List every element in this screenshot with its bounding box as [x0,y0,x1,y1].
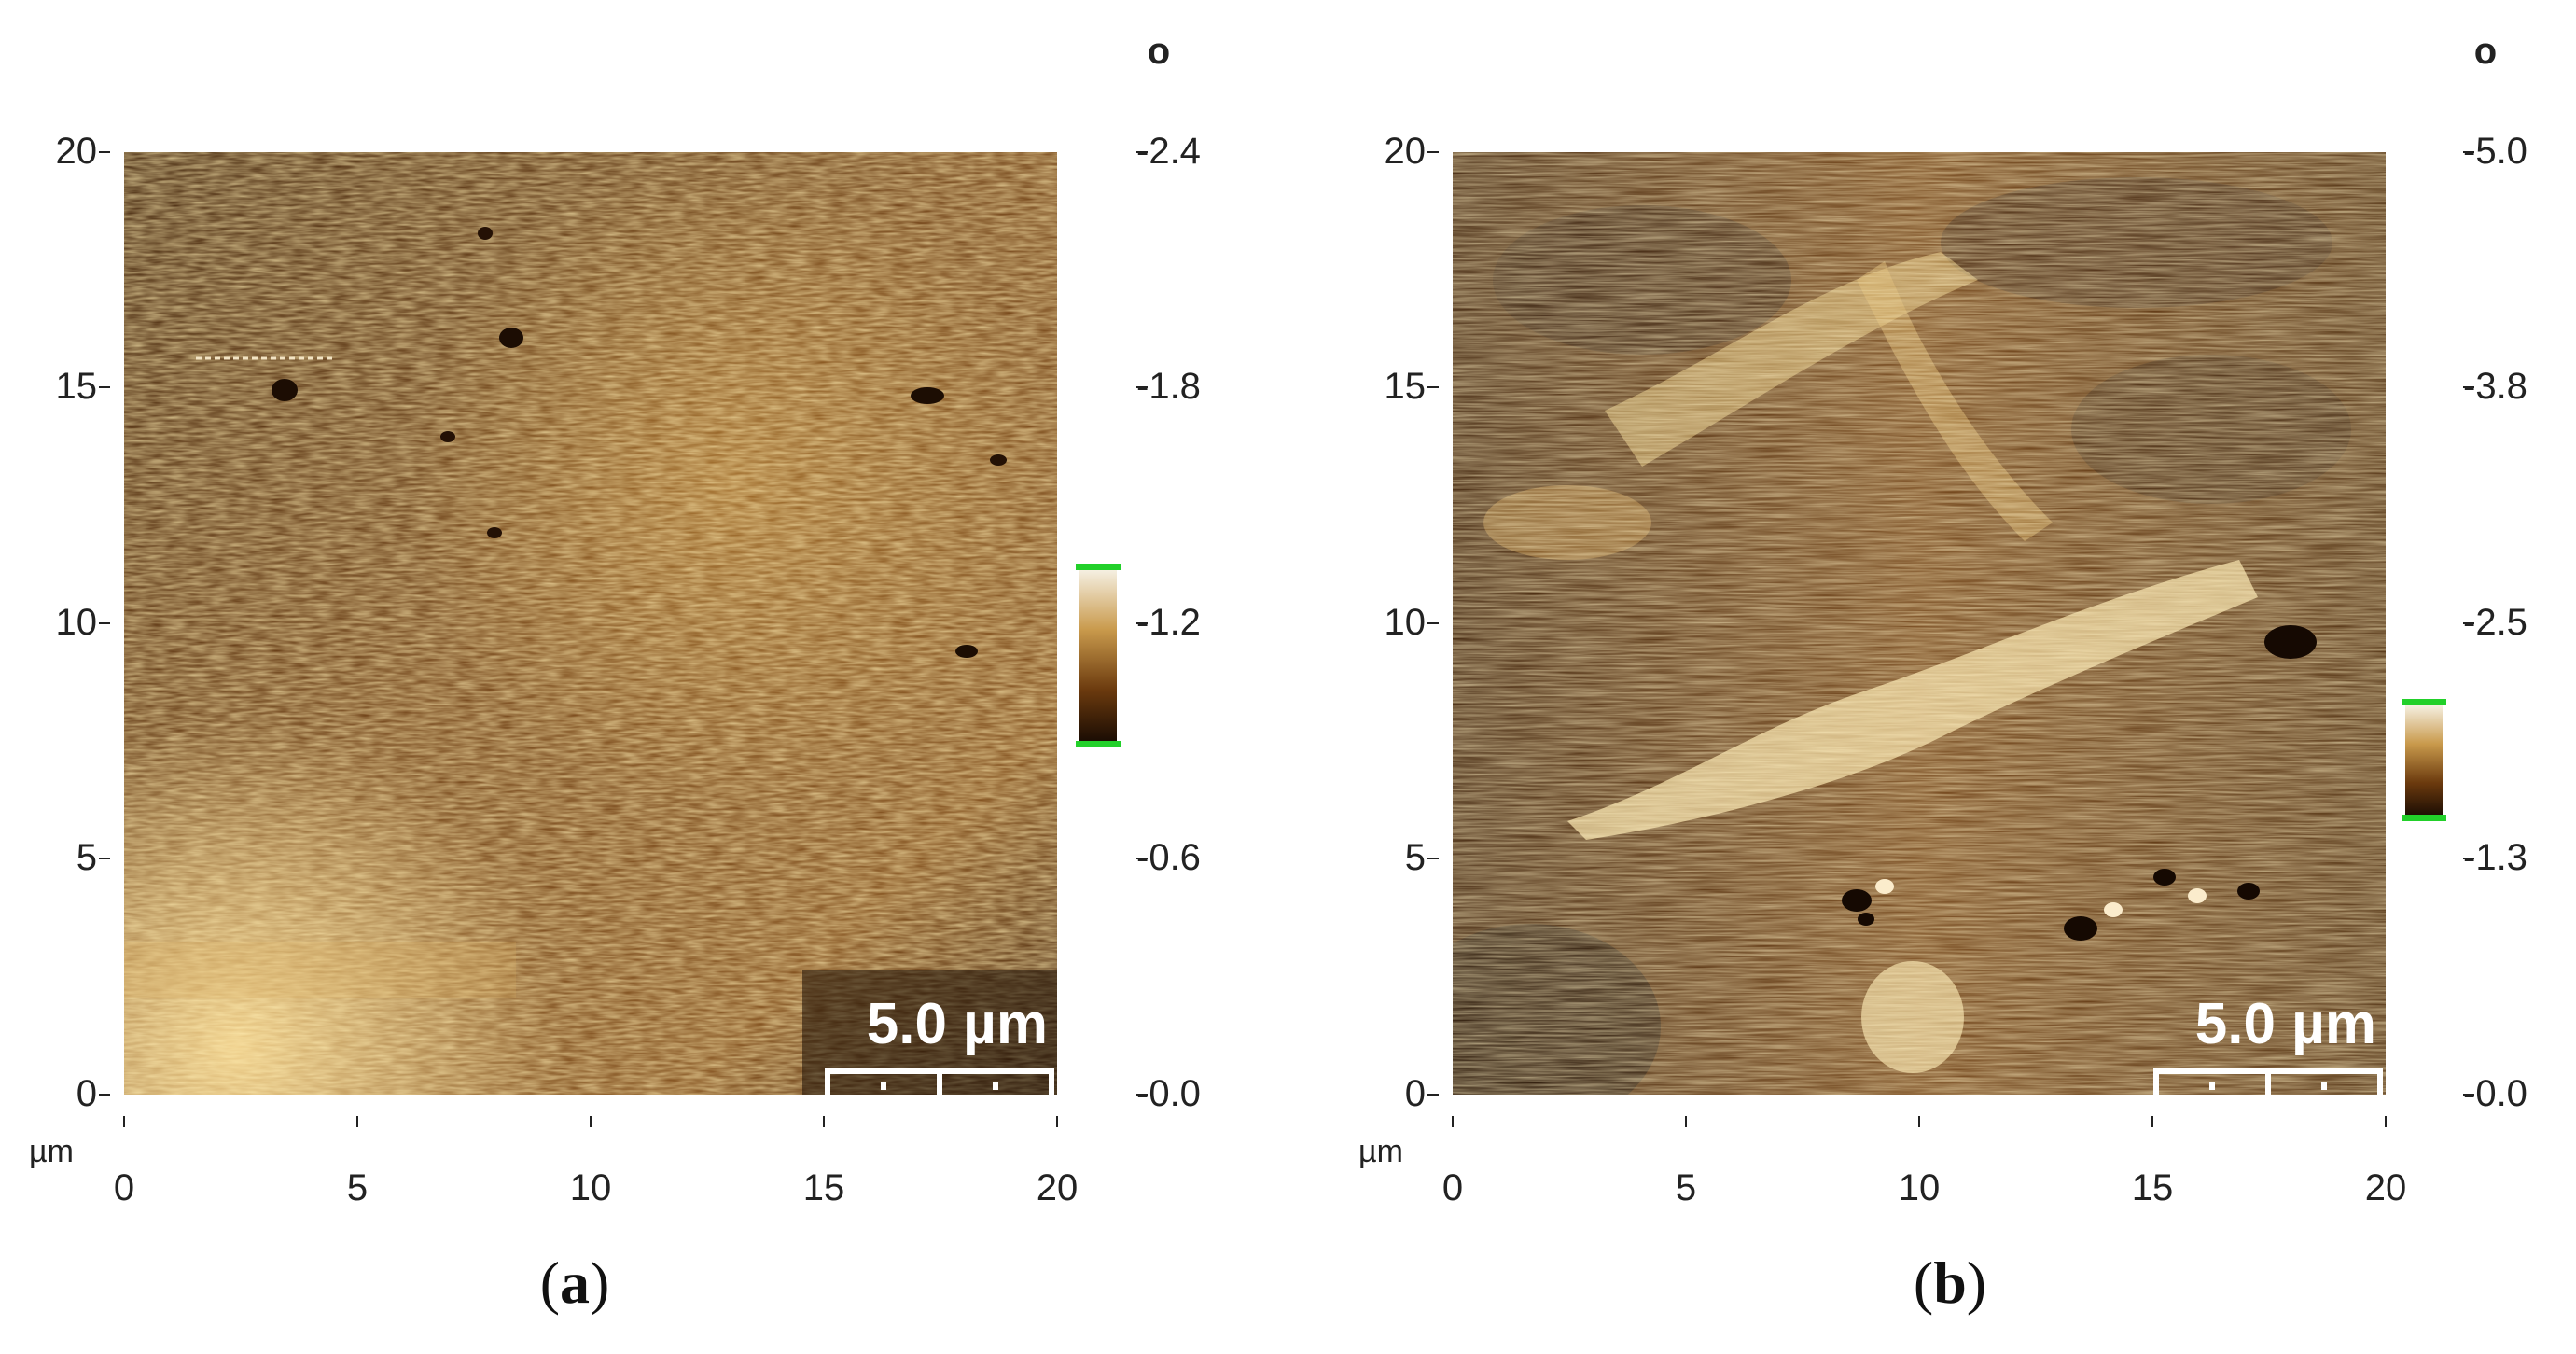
x-unit-b: µm [1358,1134,1403,1169]
y-axis-b: 20 15 10 5 0 [1385,131,1439,1114]
scale-bar-label-a: 5.0 µm [867,992,1048,1056]
y-tick-b: 0 [1405,1073,1426,1114]
caption-letter-b: b [1933,1249,1967,1316]
colorbar-tick-a: -0.0 [1136,1073,1201,1114]
x-tick-a: 15 [803,1167,845,1208]
y-tick-a: 5 [77,837,97,878]
colorbar-unit-a: o [1148,31,1170,72]
y-tick-a: 20 [56,131,98,172]
svg-text:(a): (a) [540,1249,610,1316]
x-tick-a: 10 [570,1167,612,1208]
caption-b: (b) [1914,1249,1986,1316]
y-tick-a: 0 [77,1073,97,1114]
colorbar-tick-a: -1.8 [1136,366,1201,407]
afm-image-b [1453,152,2386,1095]
x-tick-a: 20 [1037,1167,1079,1208]
afm-image-a [124,152,1057,1095]
caption-letter-a: a [560,1249,590,1316]
colorbar-tick-b: -1.3 [2463,837,2527,878]
y-axis-a: 20 15 10 5 0 [56,131,110,1114]
x-axis-b: 0 5 10 15 20 µm [1358,1116,2406,1208]
y-tick-a: 15 [56,366,98,407]
panel-b: 5.0 µm 20 15 10 5 0 0 5 10 [1358,31,2527,1316]
caption-a: (a) [540,1249,610,1316]
x-tick-b: 10 [1899,1167,1941,1208]
colorbar-tick-b: -5.0 [2463,131,2527,172]
svg-text:(b): (b) [1914,1249,1986,1316]
colorbar-tick-a: -2.4 [1136,131,1201,172]
colorbar-axis-a: -2.4 -1.8 -1.2 -0.6 -0.0 o [1136,31,1201,1114]
colorbar-tick-b: -3.8 [2463,366,2527,407]
x-tick-b: 5 [1676,1167,1696,1208]
colorbar-a [1076,564,1121,747]
colorbar-tick-b: -0.0 [2463,1073,2527,1114]
colorbar-tick-a: -0.6 [1136,837,1201,878]
y-tick-a: 10 [56,602,98,643]
scale-bar-b: 5.0 µm [2153,992,2383,1100]
colorbar-axis-b: -5.0 -3.8 -2.5 -1.3 -0.0 o [2463,31,2527,1114]
x-axis-a: 0 5 10 15 20 µm [29,1116,1078,1208]
scale-bar-a: 5.0 µm [825,992,1054,1100]
y-tick-b: 10 [1385,602,1427,643]
y-tick-b: 5 [1405,837,1426,878]
colorbar-tick-b: -2.5 [2463,602,2527,643]
panel-a: 5.0 µm 20 15 10 5 0 0 5 [29,31,1201,1316]
y-tick-b: 20 [1385,131,1427,172]
scale-bar-label-b: 5.0 µm [2195,992,2376,1056]
y-tick-b: 15 [1385,366,1427,407]
colorbar-unit-b: o [2474,31,2497,72]
x-tick-a: 0 [114,1167,134,1208]
x-tick-b: 20 [2365,1167,2407,1208]
colorbar-b [2402,699,2446,821]
x-tick-b: 0 [1442,1167,1463,1208]
x-unit-a: µm [29,1134,74,1169]
x-tick-a: 5 [347,1167,368,1208]
x-tick-b: 15 [2132,1167,2174,1208]
colorbar-tick-a: -1.2 [1136,602,1201,643]
